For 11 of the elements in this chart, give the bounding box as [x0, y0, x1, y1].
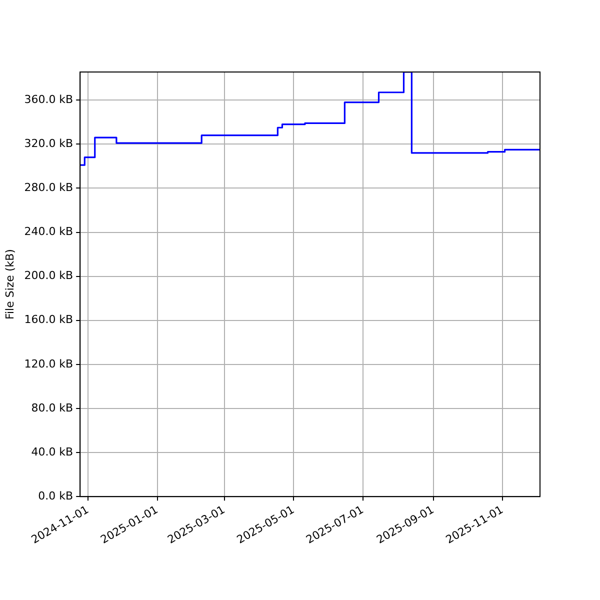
y-tick-label: 320.0 kB	[24, 137, 74, 150]
y-tick-label: 160.0 kB	[24, 313, 74, 326]
y-tick-label: 240.0 kB	[24, 225, 74, 238]
y-axis-title: File Size (kB)	[3, 249, 16, 320]
y-tick-label: 80.0 kB	[31, 401, 74, 414]
y-tick-label: 360.0 kB	[24, 92, 74, 106]
y-tick-label: 0.0 kB	[38, 489, 74, 502]
y-tick-label: 120.0 kB	[24, 357, 74, 370]
y-tick-label: 40.0 kB	[31, 445, 74, 458]
y-tick-label: 200.0 kB	[24, 269, 74, 282]
y-tick-label: 280.0 kB	[24, 181, 74, 194]
